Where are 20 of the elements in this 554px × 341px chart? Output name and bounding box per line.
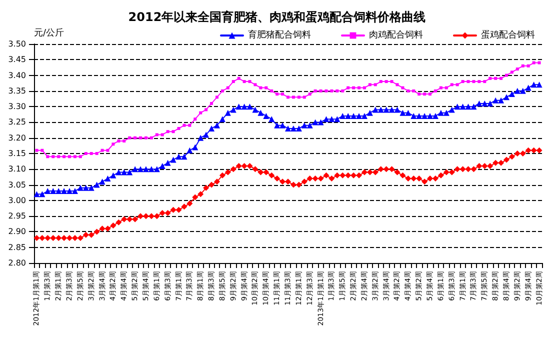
y-tick-label: 3.50 — [8, 40, 26, 48]
y-tick-label: 3.25 — [8, 118, 26, 127]
legend-label: 蛋鸡配合饲料 — [481, 30, 535, 40]
y-tick-label: 3.35 — [8, 86, 26, 96]
y-tick-label: 2.95 — [8, 212, 26, 221]
y-tick-label: 3.30 — [8, 102, 26, 112]
y-tick-label: 3.20 — [8, 133, 26, 142]
y-tick-label: 3.40 — [8, 70, 26, 80]
y-tick-label: 2.90 — [8, 227, 26, 236]
legend-label: 育肥猪配合饲料 — [248, 30, 311, 40]
y-tick-label: 3.10 — [8, 164, 26, 174]
y-tick-label: 3.00 — [8, 196, 26, 205]
y-tick-label: 3.45 — [8, 55, 26, 64]
y-tick-label: 3.05 — [8, 180, 26, 190]
legend-label: 肉鸡配合饲料 — [369, 30, 423, 40]
y-tick-label: 2.85 — [8, 242, 26, 252]
y-tick-label: 2.80 — [8, 258, 26, 268]
y-tick-label: 3.15 — [8, 149, 26, 158]
chart-title: 2012年以来全国育肥猪、肉鸡和蛋鸡配合饲料价格曲线 — [128, 10, 426, 24]
y-axis-title: 元/公斤 — [34, 28, 64, 38]
